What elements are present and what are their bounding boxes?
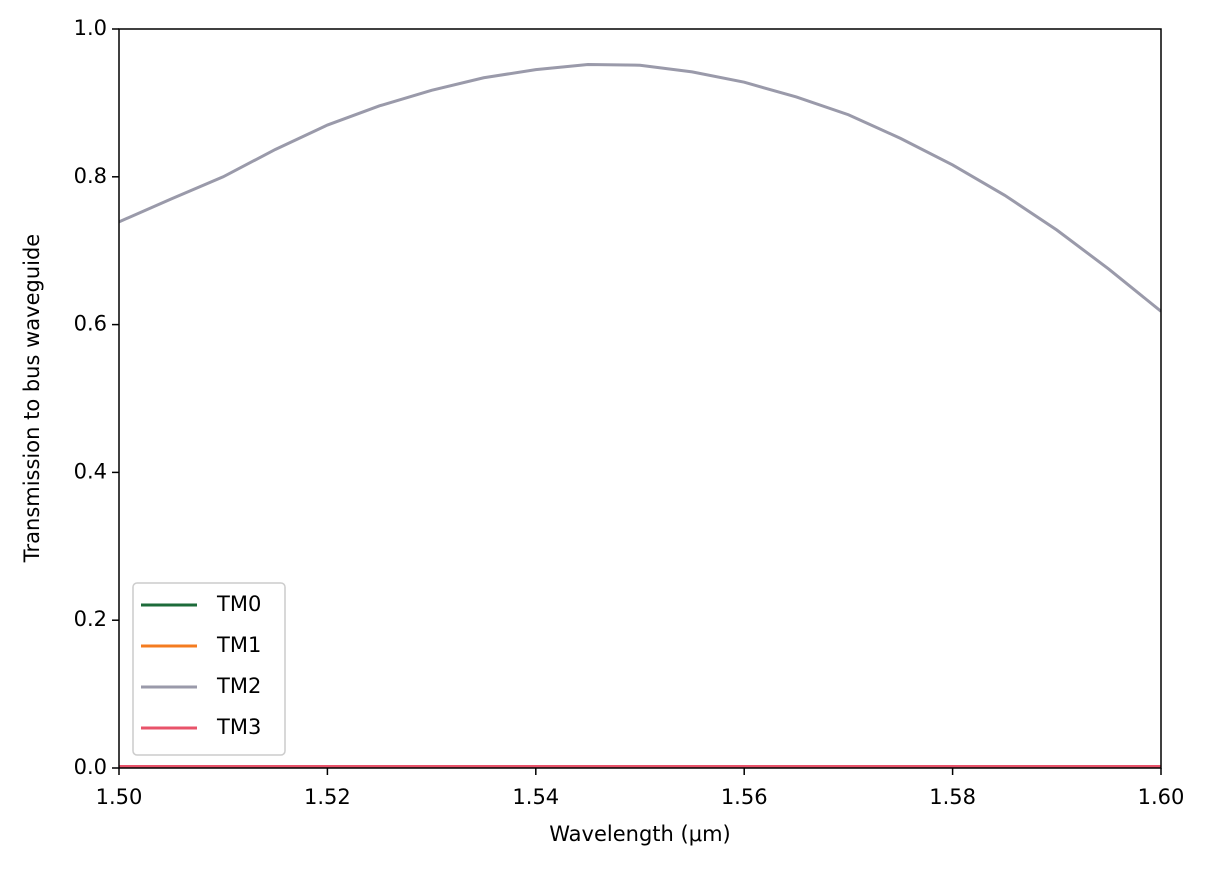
x-tick-label: 1.50	[96, 785, 143, 809]
x-axis-label: Wavelength (μm)	[549, 822, 730, 846]
x-tick-label: 1.60	[1138, 785, 1185, 809]
legend-label: TM1	[216, 633, 261, 657]
legend-label: TM0	[216, 592, 261, 616]
y-tick-label: 0.6	[74, 312, 107, 336]
legend-label: TM3	[216, 715, 261, 739]
legend-label: TM2	[216, 674, 261, 698]
y-tick-label: 0.8	[74, 164, 107, 188]
legend-box	[132, 582, 286, 756]
y-tick-label: 0.2	[74, 607, 107, 631]
plot-frame	[118, 28, 1162, 769]
x-tick-label: 1.58	[929, 785, 976, 809]
y-tick-label: 1.0	[74, 16, 107, 40]
x-tick-label: 1.54	[512, 785, 559, 809]
y-tick-label: 0.4	[74, 459, 107, 483]
series-line	[119, 62, 1161, 313]
y-tick-label: 0.0	[74, 755, 107, 779]
y-axis-label: Transmission to bus waveguide	[20, 234, 44, 563]
x-tick-label: 1.56	[721, 785, 768, 809]
x-tick-label: 1.52	[304, 785, 351, 809]
